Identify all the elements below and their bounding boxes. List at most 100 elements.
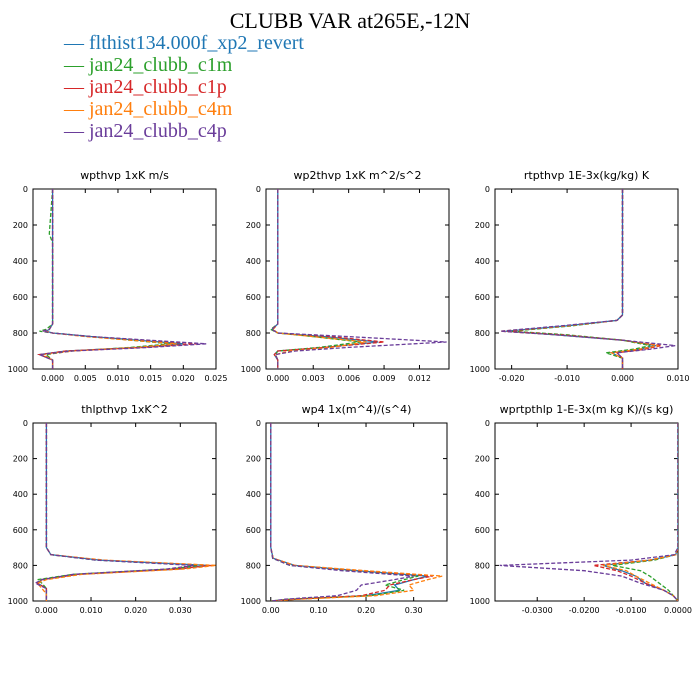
series-group xyxy=(37,189,207,369)
y-tick-label: 200 xyxy=(246,455,261,464)
panel-1: wpthvp 1xK m/s 0 200 400 600 800 1000 0.000 0.00… xyxy=(8,169,228,383)
series-line-5 xyxy=(39,189,207,369)
series-line-1 xyxy=(36,423,208,601)
x-tick-label: 0.30 xyxy=(405,606,423,615)
y-tick-label: 800 xyxy=(246,561,261,570)
series-line-2 xyxy=(35,423,199,601)
legend-entry: — jan24_clubb_c1p xyxy=(64,76,227,98)
x-tick-label: 0.030 xyxy=(169,606,192,615)
x-tick-label: 0.000 xyxy=(41,374,64,383)
x-tick-label: 0.005 xyxy=(74,374,97,383)
y-tick-label: 600 xyxy=(246,526,261,535)
panel-frame xyxy=(265,188,450,370)
series-group xyxy=(500,189,676,369)
y-tick-label: 400 xyxy=(13,257,28,266)
series-line-5 xyxy=(500,189,676,369)
series-line-5 xyxy=(33,423,194,601)
figure-title: CLUBB VAR at265E,-12N xyxy=(229,8,471,33)
series-line-2 xyxy=(39,189,171,369)
y-tick-label: 0 xyxy=(23,419,28,428)
series-group xyxy=(269,189,447,369)
series-line-3 xyxy=(506,189,662,369)
y-tick-label: 600 xyxy=(475,526,490,535)
y-tick-label: 0 xyxy=(23,185,28,194)
legend: — flthist134.000f_xp2_revert — jan24_club… xyxy=(64,32,304,142)
x-tick-label: 0.000 xyxy=(35,606,58,615)
y-tick-label: 0 xyxy=(485,185,490,194)
series-line-1 xyxy=(602,423,678,601)
y-tick-label: 400 xyxy=(246,257,261,266)
legend-entry: — jan24_clubb_c4p xyxy=(64,120,227,142)
series-line-4 xyxy=(272,189,367,369)
panel-frame xyxy=(494,188,679,370)
panel-title: rtpthvp 1E-3x(kg/kg) K xyxy=(524,169,650,182)
panel-title: wprtpthlp 1-E-3x(m kg K)/(s kg) xyxy=(500,403,674,416)
y-tick-label: 0 xyxy=(485,419,490,428)
x-tick-label: 0.015 xyxy=(139,374,162,383)
panel-title: wp2thvp 1xK m^2/s^2 xyxy=(293,169,421,182)
x-tick-label: -0.0300 xyxy=(522,606,553,615)
panel-title: wpthvp 1xK m/s xyxy=(80,169,169,182)
x-tick-label: 0.009 xyxy=(373,374,396,383)
series-group xyxy=(33,423,216,601)
series-line-4 xyxy=(36,423,216,601)
x-tick-label: 0.10 xyxy=(309,606,327,615)
x-tick-label: 0.010 xyxy=(667,374,690,383)
series-group xyxy=(270,423,443,601)
series-line-3 xyxy=(270,189,385,369)
y-tick-label: 400 xyxy=(13,490,28,499)
panel-6: wprtpthlp 1-E-3x(m kg K)/(s kg) 0 200 400 60… xyxy=(470,403,692,615)
series-line-1 xyxy=(270,423,429,601)
y-tick-label: 800 xyxy=(13,329,28,338)
panel-frame xyxy=(265,422,448,602)
x-tick-label: 0.003 xyxy=(302,374,325,383)
y-tick-label: 1000 xyxy=(8,597,28,606)
y-tick-label: 200 xyxy=(475,455,490,464)
y-tick-label: 200 xyxy=(13,221,28,230)
y-tick-label: 1000 xyxy=(241,365,261,374)
panel-title: thlpthvp 1xK^2 xyxy=(81,403,168,416)
x-tick-label: 0.00 xyxy=(262,606,280,615)
y-tick-label: 1000 xyxy=(241,597,261,606)
panel-frame xyxy=(32,188,217,370)
y-tick-label: 1000 xyxy=(470,365,490,374)
x-tick-label: 0.000 xyxy=(266,374,289,383)
series-group xyxy=(499,423,678,601)
y-tick-label: 200 xyxy=(246,221,261,230)
y-tick-label: 800 xyxy=(475,561,490,570)
x-tick-label: 0.000 xyxy=(611,374,634,383)
panel-frame xyxy=(494,422,679,602)
x-tick-label: 0.20 xyxy=(357,606,375,615)
x-tick-label: 0.020 xyxy=(172,374,195,383)
y-tick-label: 1000 xyxy=(8,365,28,374)
x-tick-label: 0.025 xyxy=(205,374,228,383)
y-tick-label: 800 xyxy=(475,329,490,338)
series-line-4 xyxy=(270,423,443,601)
x-tick-label: 0.020 xyxy=(124,606,147,615)
y-tick-label: 1000 xyxy=(470,597,490,606)
y-tick-label: 400 xyxy=(475,257,490,266)
y-tick-label: 400 xyxy=(246,490,261,499)
panel-3: rtpthvp 1E-3x(kg/kg) K02004006008001000-… xyxy=(470,169,690,383)
x-tick-label: -0.0100 xyxy=(616,606,647,615)
y-tick-label: 0 xyxy=(256,185,261,194)
x-tick-label: 0.006 xyxy=(337,374,360,383)
x-tick-label: -0.0200 xyxy=(569,606,600,615)
panel-4: thlpthvp 1xK^2 0 200 400 600 800 1000 0.000 0.01… xyxy=(8,403,217,615)
y-tick-label: 800 xyxy=(13,561,28,570)
series-line-4 xyxy=(602,423,678,601)
y-tick-label: 0 xyxy=(256,419,261,428)
y-tick-label: 600 xyxy=(13,526,28,535)
y-tick-label: 600 xyxy=(475,293,490,302)
series-line-2 xyxy=(269,189,361,369)
x-tick-label: 0.010 xyxy=(107,374,130,383)
legend-entry: — flthist134.000f_xp2_revert xyxy=(64,32,304,54)
y-tick-label: 600 xyxy=(246,293,261,302)
series-line-2 xyxy=(511,189,651,369)
y-tick-label: 400 xyxy=(475,490,490,499)
series-line-2 xyxy=(612,423,678,601)
series-line-5 xyxy=(499,423,678,601)
panel-2: wp2thvp 1xK m^2/s^2 0 200 400 600 800 1000 0.00… xyxy=(241,169,450,383)
